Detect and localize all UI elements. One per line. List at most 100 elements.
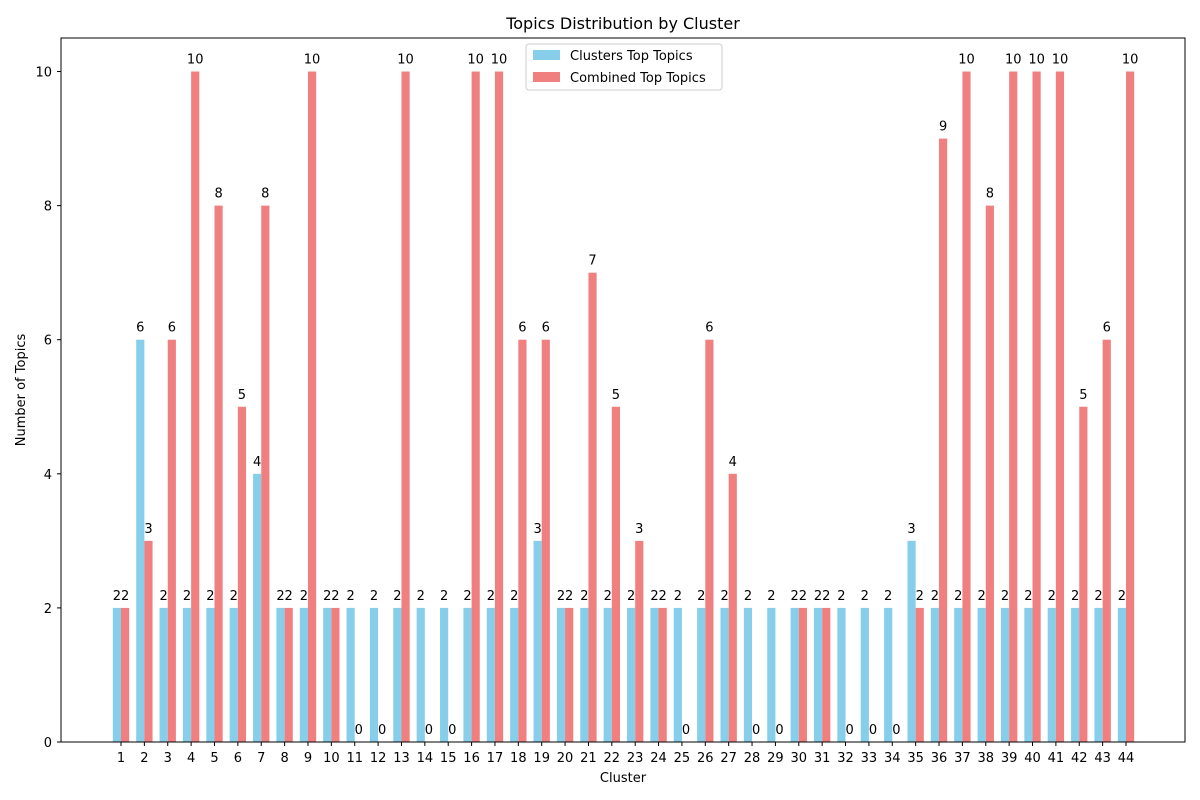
data-label-combined-21: 7	[588, 254, 596, 269]
x-tick-label-40: 40	[1024, 751, 1041, 766]
data-label-clusters-9: 2	[300, 589, 308, 604]
bar-clusters-30	[790, 607, 799, 742]
data-label-clusters-30: 2	[791, 589, 799, 604]
bar-clusters-41	[1047, 607, 1056, 742]
data-label-combined-33: 0	[869, 723, 877, 738]
data-label-combined-24: 2	[659, 589, 667, 604]
data-label-combined-43: 6	[1103, 321, 1111, 336]
data-label-combined-13: 10	[397, 53, 414, 68]
legend-swatch-clusters	[533, 50, 560, 60]
x-tick-label-8: 8	[280, 751, 288, 766]
data-label-combined-37: 10	[958, 53, 975, 68]
bar-clusters-10	[323, 607, 332, 742]
x-tick-label-11: 11	[346, 751, 363, 766]
data-label-combined-22: 5	[612, 388, 620, 403]
bar-combined-1	[121, 607, 130, 742]
x-tick-label-23: 23	[627, 751, 644, 766]
data-label-clusters-21: 2	[580, 589, 588, 604]
bar-combined-18	[518, 339, 527, 742]
x-tick-label-39: 39	[1001, 751, 1018, 766]
bar-clusters-20	[556, 607, 566, 742]
bar-combined-38	[985, 205, 994, 742]
bar-clusters-26	[697, 607, 706, 742]
bar-clusters-21	[580, 607, 589, 742]
bar-clusters-18	[510, 607, 519, 742]
bar-combined-20	[565, 607, 574, 742]
data-label-clusters-36: 2	[931, 589, 939, 604]
bar-clusters-13	[393, 607, 402, 742]
x-tick-label-3: 3	[164, 751, 172, 766]
x-tick-label-27: 27	[720, 751, 737, 766]
y-tick-label-0: 0	[44, 736, 52, 751]
data-label-clusters-41: 2	[1048, 589, 1056, 604]
x-tick-label-7: 7	[257, 751, 265, 766]
bar-combined-6	[237, 406, 247, 742]
data-label-combined-6: 5	[238, 388, 246, 403]
x-tick-label-25: 25	[674, 751, 691, 766]
data-label-clusters-32: 2	[837, 589, 845, 604]
data-label-combined-42: 5	[1079, 388, 1087, 403]
data-label-clusters-42: 2	[1071, 589, 1079, 604]
legend: Clusters Top Topics Combined Top Topics	[525, 43, 723, 91]
data-label-combined-27: 4	[729, 455, 737, 470]
bar-combined-9	[307, 71, 317, 742]
data-label-clusters-5: 2	[206, 589, 214, 604]
x-tick-label-17: 17	[487, 751, 504, 766]
x-tick-label-32: 32	[837, 751, 854, 766]
data-label-combined-8: 2	[285, 589, 293, 604]
data-label-clusters-8: 2	[276, 589, 284, 604]
data-label-clusters-3: 2	[160, 589, 168, 604]
plot-frame	[60, 37, 1186, 743]
data-label-clusters-13: 2	[393, 589, 401, 604]
bar-clusters-16	[463, 607, 472, 742]
data-label-combined-32: 0	[845, 723, 853, 738]
bar-clusters-6	[229, 607, 238, 742]
bar-clusters-22	[603, 607, 612, 742]
y-tick-label-8: 8	[44, 200, 52, 215]
data-label-clusters-34: 2	[884, 589, 892, 604]
data-label-combined-9: 10	[304, 53, 321, 68]
data-label-combined-30: 2	[799, 589, 807, 604]
data-label-combined-17: 10	[491, 53, 508, 68]
x-tick-label-12: 12	[370, 751, 387, 766]
bar-clusters-5	[206, 607, 215, 742]
bar-combined-2	[144, 540, 153, 742]
x-tick-label-34: 34	[884, 751, 901, 766]
bar-combined-42	[1079, 406, 1088, 742]
bar-combined-40	[1032, 71, 1041, 742]
data-label-combined-20: 2	[565, 589, 573, 604]
bar-combined-19	[541, 339, 550, 742]
data-label-combined-10: 2	[331, 589, 339, 604]
x-tick-label-16: 16	[463, 751, 480, 766]
bar-combined-10	[331, 607, 340, 742]
x-tick-label-18: 18	[510, 751, 527, 766]
data-label-clusters-35: 3	[907, 522, 915, 537]
legend-label-clusters: Clusters Top Topics	[570, 49, 693, 64]
bar-clusters-38	[977, 607, 986, 742]
x-tick-label-24: 24	[650, 751, 667, 766]
data-label-clusters-1: 2	[113, 589, 121, 604]
y-tick-label-10: 10	[35, 66, 52, 81]
x-tick-label-15: 15	[440, 751, 457, 766]
y-axis-title: Number of Topics	[14, 334, 29, 447]
x-tick-label-10: 10	[323, 751, 340, 766]
data-label-combined-31: 2	[822, 589, 830, 604]
x-tick-label-14: 14	[417, 751, 434, 766]
x-tick-label-43: 43	[1094, 751, 1111, 766]
x-tick-label-13: 13	[393, 751, 410, 766]
bar-clusters-27	[720, 607, 729, 742]
x-tick-label-35: 35	[907, 751, 924, 766]
bar-clusters-15	[440, 607, 449, 742]
bar-clusters-29	[767, 607, 776, 742]
bar-combined-36	[939, 138, 948, 742]
data-label-combined-34: 0	[892, 723, 900, 738]
data-label-combined-44: 10	[1122, 53, 1139, 68]
bar-clusters-7	[253, 473, 262, 742]
x-tick-label-29: 29	[767, 751, 784, 766]
bar-clusters-1	[112, 607, 121, 742]
bar-combined-23	[635, 540, 644, 742]
bar-combined-27	[728, 473, 737, 742]
data-label-combined-38: 8	[986, 187, 994, 202]
bar-clusters-44	[1117, 607, 1126, 742]
